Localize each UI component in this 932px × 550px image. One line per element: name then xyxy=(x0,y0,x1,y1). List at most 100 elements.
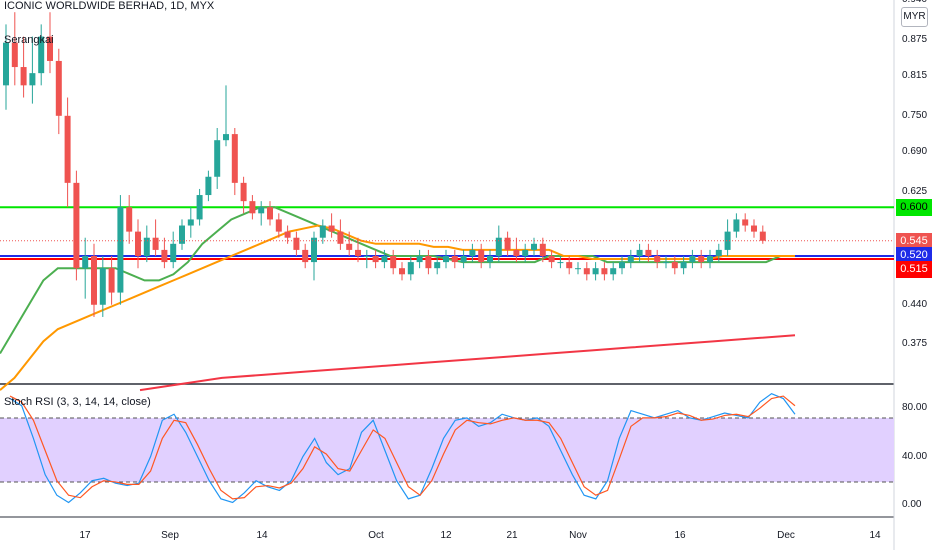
candle-body xyxy=(311,237,317,263)
candle-body xyxy=(73,182,80,269)
candle-body xyxy=(689,256,696,263)
stoch-d-line xyxy=(9,395,796,500)
candle-body xyxy=(531,243,537,250)
candle-body xyxy=(363,256,370,257)
candle-body xyxy=(619,262,625,269)
candle-body xyxy=(240,182,247,202)
time-axis-tick: 16 xyxy=(674,530,686,541)
candle-body xyxy=(416,256,423,263)
moving-averages xyxy=(0,206,796,392)
candle-body xyxy=(495,237,502,256)
candle-body xyxy=(161,249,168,263)
price-axis-tick: 0.875 xyxy=(902,33,928,45)
price-axis-tick: 0.375 xyxy=(902,338,928,350)
time-axis-tick: 21 xyxy=(506,530,518,541)
price-tag: 0.545 xyxy=(896,232,932,250)
candle-body xyxy=(636,249,643,256)
candle-body xyxy=(205,176,212,196)
candle-body xyxy=(715,249,722,256)
candle-body xyxy=(117,207,124,293)
time-axis-tick: Oct xyxy=(368,530,384,541)
candle-body xyxy=(645,249,652,256)
time-axis-tick: 12 xyxy=(440,530,452,541)
currency-button[interactable]: MYR xyxy=(901,7,928,27)
candle-body xyxy=(390,256,397,269)
candle-body xyxy=(627,256,634,263)
candle-body xyxy=(214,140,221,177)
candle-body xyxy=(742,219,749,226)
price-axis-tick: 0.690 xyxy=(902,146,928,158)
price-axis-tick: 0.625 xyxy=(902,186,928,197)
stoch-axis-tick: 0.00 xyxy=(902,498,922,510)
candle-body xyxy=(522,249,529,256)
candle-body xyxy=(302,249,309,263)
time-axis-tick: 17 xyxy=(79,530,91,541)
candle-body xyxy=(284,231,291,238)
candle-body xyxy=(751,225,757,232)
stoch-axis-tick: 40.00 xyxy=(902,450,928,462)
stoch-overbought-oversold-band xyxy=(0,418,894,482)
candle-body xyxy=(328,225,335,232)
moving-average-line xyxy=(0,206,795,355)
price-tag: 0.600 xyxy=(896,199,932,217)
candle-body xyxy=(337,231,344,244)
candle-body xyxy=(108,268,115,293)
stoch-axis-tick: 80.00 xyxy=(902,402,928,414)
candle-body xyxy=(29,73,36,86)
candle-body xyxy=(372,256,379,263)
candle-body xyxy=(451,256,458,263)
candle-body xyxy=(187,219,194,226)
candle-body xyxy=(55,60,62,116)
candle-body xyxy=(38,36,45,74)
candle-body xyxy=(99,268,106,305)
candle-body xyxy=(557,262,564,264)
candle-body xyxy=(460,256,467,263)
overlay-label: Serangkai xyxy=(4,34,54,46)
candle-body xyxy=(425,256,432,269)
candle-body xyxy=(654,256,661,263)
candle-body xyxy=(346,243,353,250)
candlestick-series xyxy=(3,12,766,317)
time-axis-tick: Nov xyxy=(569,530,587,541)
time-axis-tick: Sep xyxy=(161,530,179,541)
candle-body xyxy=(126,207,133,232)
candle-body xyxy=(223,134,229,141)
candle-body xyxy=(3,42,9,86)
stoch-k-line xyxy=(9,392,796,504)
candle-body xyxy=(231,134,238,183)
candle-body xyxy=(575,268,581,270)
candle-body xyxy=(513,249,520,256)
moving-average-line xyxy=(0,224,795,391)
candle-body xyxy=(469,249,476,256)
candle-body xyxy=(478,249,485,263)
time-axis-tick: Dec xyxy=(777,530,795,541)
price-tag: 0.515 xyxy=(896,261,932,279)
candle-body xyxy=(724,231,731,250)
candle-body xyxy=(698,256,705,263)
candle-body xyxy=(258,207,265,214)
time-axis-tick: 14 xyxy=(869,530,881,541)
candle-body xyxy=(64,115,71,183)
candle-body xyxy=(179,225,185,244)
candle-body xyxy=(707,256,713,263)
price-tag: 0.520 xyxy=(896,247,932,264)
candle-body xyxy=(566,262,573,269)
candle-body xyxy=(381,256,388,263)
candle-body xyxy=(249,201,256,214)
candle-body xyxy=(539,243,546,256)
price-axis-tick: 0.440 xyxy=(902,298,928,310)
candle-body xyxy=(11,42,18,68)
candle-body xyxy=(47,36,53,61)
candle-body xyxy=(135,231,141,256)
candle-body xyxy=(196,195,203,220)
price-axis-tick: 0.940 xyxy=(902,0,927,5)
candle-body xyxy=(152,237,159,250)
candle-body xyxy=(671,262,678,269)
candle-body xyxy=(399,268,405,275)
candle-body xyxy=(759,231,766,241)
candle-body xyxy=(487,256,493,263)
candle-body xyxy=(293,237,300,250)
price-axis-tick: 0.750 xyxy=(902,109,928,121)
candle-body xyxy=(91,256,97,305)
